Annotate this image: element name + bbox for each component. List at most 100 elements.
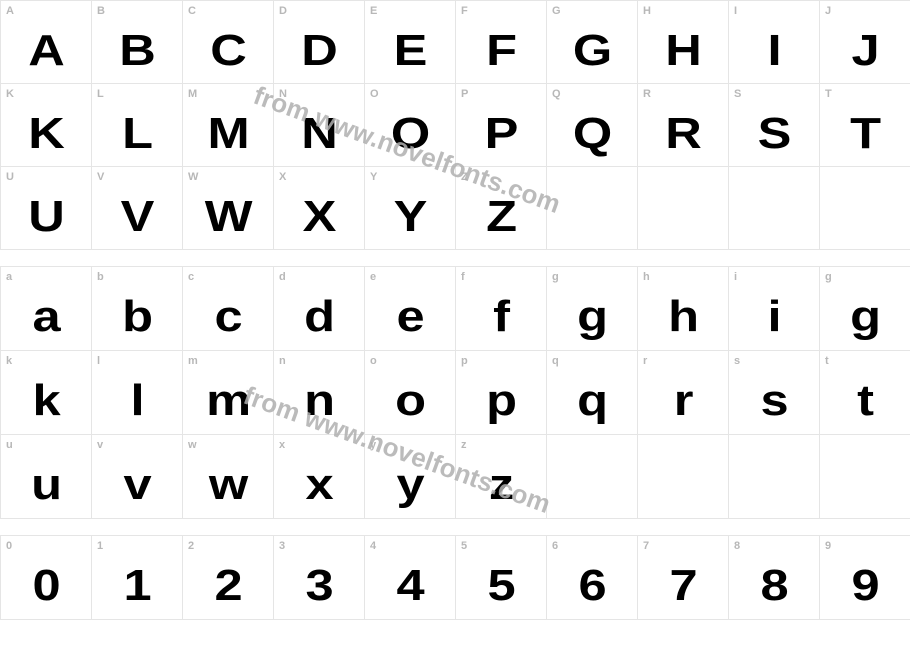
glyph-cell [819,166,910,249]
glyph-cell: hh [637,266,728,350]
glyph-cell-label: z [461,439,467,451]
glyph-cell: FF [455,0,546,83]
glyph-cell: TT [819,83,910,166]
glyph-cell: gg [819,266,910,350]
glyph-cell-label: F [461,5,468,17]
glyph-cell: nn [273,350,364,434]
glyph-character: g [540,295,644,339]
glyph-character: W [176,195,280,239]
glyph-cell: NN [273,83,364,166]
glyph-character: w [176,463,280,507]
glyph-cell-label: U [6,171,14,183]
glyph-cell: 77 [637,535,728,619]
glyph-character: 5 [449,564,553,608]
glyph-cell-label: E [370,5,377,17]
glyph-cell: yy [364,434,455,518]
glyph-character: b [85,295,189,339]
glyph-cell: RR [637,83,728,166]
glyph-cell: xx [273,434,364,518]
glyph-character: F [449,29,553,73]
glyph-cell-label: C [188,5,196,17]
glyph-cell: aa [0,266,91,350]
glyph-cell-label: d [279,271,286,283]
glyph-cell-label: k [6,355,12,367]
glyph-cell-label: A [6,5,14,17]
glyph-grid-section: aabbccddeeffgghhiiggkkllmmnnooppqqrrsstt… [0,266,910,519]
glyph-cell: HH [637,0,728,83]
glyph-cell-label: e [370,271,376,283]
glyph-character: u [0,463,98,507]
glyph-cell: UU [0,166,91,249]
glyph-character: P [449,112,553,156]
glyph-cell: bb [91,266,182,350]
glyph-cell: 11 [91,535,182,619]
glyph-cell: LL [91,83,182,166]
glyph-character: t [813,379,911,423]
glyph-cell: 44 [364,535,455,619]
glyph-cell: cc [182,266,273,350]
glyph-cell-label: 5 [461,540,467,552]
glyph-cell: vv [91,434,182,518]
glyph-cell-label: l [97,355,100,367]
glyph-cell-label: 8 [734,540,740,552]
glyph-cell: II [728,0,819,83]
glyph-character: 0 [0,564,98,608]
glyph-cell: GG [546,0,637,83]
glyph-cell-label: R [643,88,651,100]
glyph-cell: mm [182,350,273,434]
glyph-cell-label: 6 [552,540,558,552]
glyph-character: d [267,295,371,339]
glyph-cell: rr [637,350,728,434]
glyph-cell-label: 1 [97,540,103,552]
glyph-cell: 33 [273,535,364,619]
glyph-cell-label: g [825,271,832,283]
glyph-cell-label: p [461,355,468,367]
glyph-cell-label: M [188,88,197,100]
glyph-cell: oo [364,350,455,434]
glyph-character: Z [449,195,553,239]
glyph-cell-label: 9 [825,540,831,552]
glyph-cell: SS [728,83,819,166]
glyph-character: 8 [722,564,826,608]
glyph-character: T [813,112,911,156]
glyph-character: B [85,29,189,73]
glyph-cell: pp [455,350,546,434]
glyph-cell: VV [91,166,182,249]
glyph-cell: zz [455,434,546,518]
glyph-cell-label: w [188,439,197,451]
glyph-character: k [0,379,98,423]
glyph-cell [728,434,819,518]
glyph-cell-label: P [461,88,468,100]
glyph-character: 4 [358,564,462,608]
glyph-character: n [267,379,371,423]
font-character-map: AABBCCDDEEFFGGHHIIJJKKLLMMNNOOPPQQRRSSTT… [0,0,911,620]
glyph-cell-label: W [188,171,198,183]
glyph-cell: tt [819,350,910,434]
glyph-character: C [176,29,280,73]
glyph-character: p [449,379,553,423]
glyph-cell: 66 [546,535,637,619]
glyph-cell-label: f [461,271,465,283]
glyph-character: z [449,463,553,507]
glyph-cell-label: J [825,5,831,17]
glyph-cell [728,166,819,249]
glyph-character: Q [540,112,644,156]
glyph-character: G [540,29,644,73]
glyph-character: O [358,112,462,156]
glyph-character: l [85,379,189,423]
glyph-cell-label: g [552,271,559,283]
glyph-cell-label: O [370,88,379,100]
glyph-cell-label: r [643,355,647,367]
glyph-cell: JJ [819,0,910,83]
glyph-cell: 55 [455,535,546,619]
glyph-character: y [358,463,462,507]
glyph-cell: 00 [0,535,91,619]
glyph-cell-label: n [279,355,286,367]
glyph-character: h [631,295,735,339]
glyph-cell-label: y [370,439,376,451]
glyph-cell-label: S [734,88,741,100]
glyph-character: I [722,29,826,73]
glyph-character: e [358,295,462,339]
glyph-character: x [267,463,371,507]
glyph-character: m [176,379,280,423]
